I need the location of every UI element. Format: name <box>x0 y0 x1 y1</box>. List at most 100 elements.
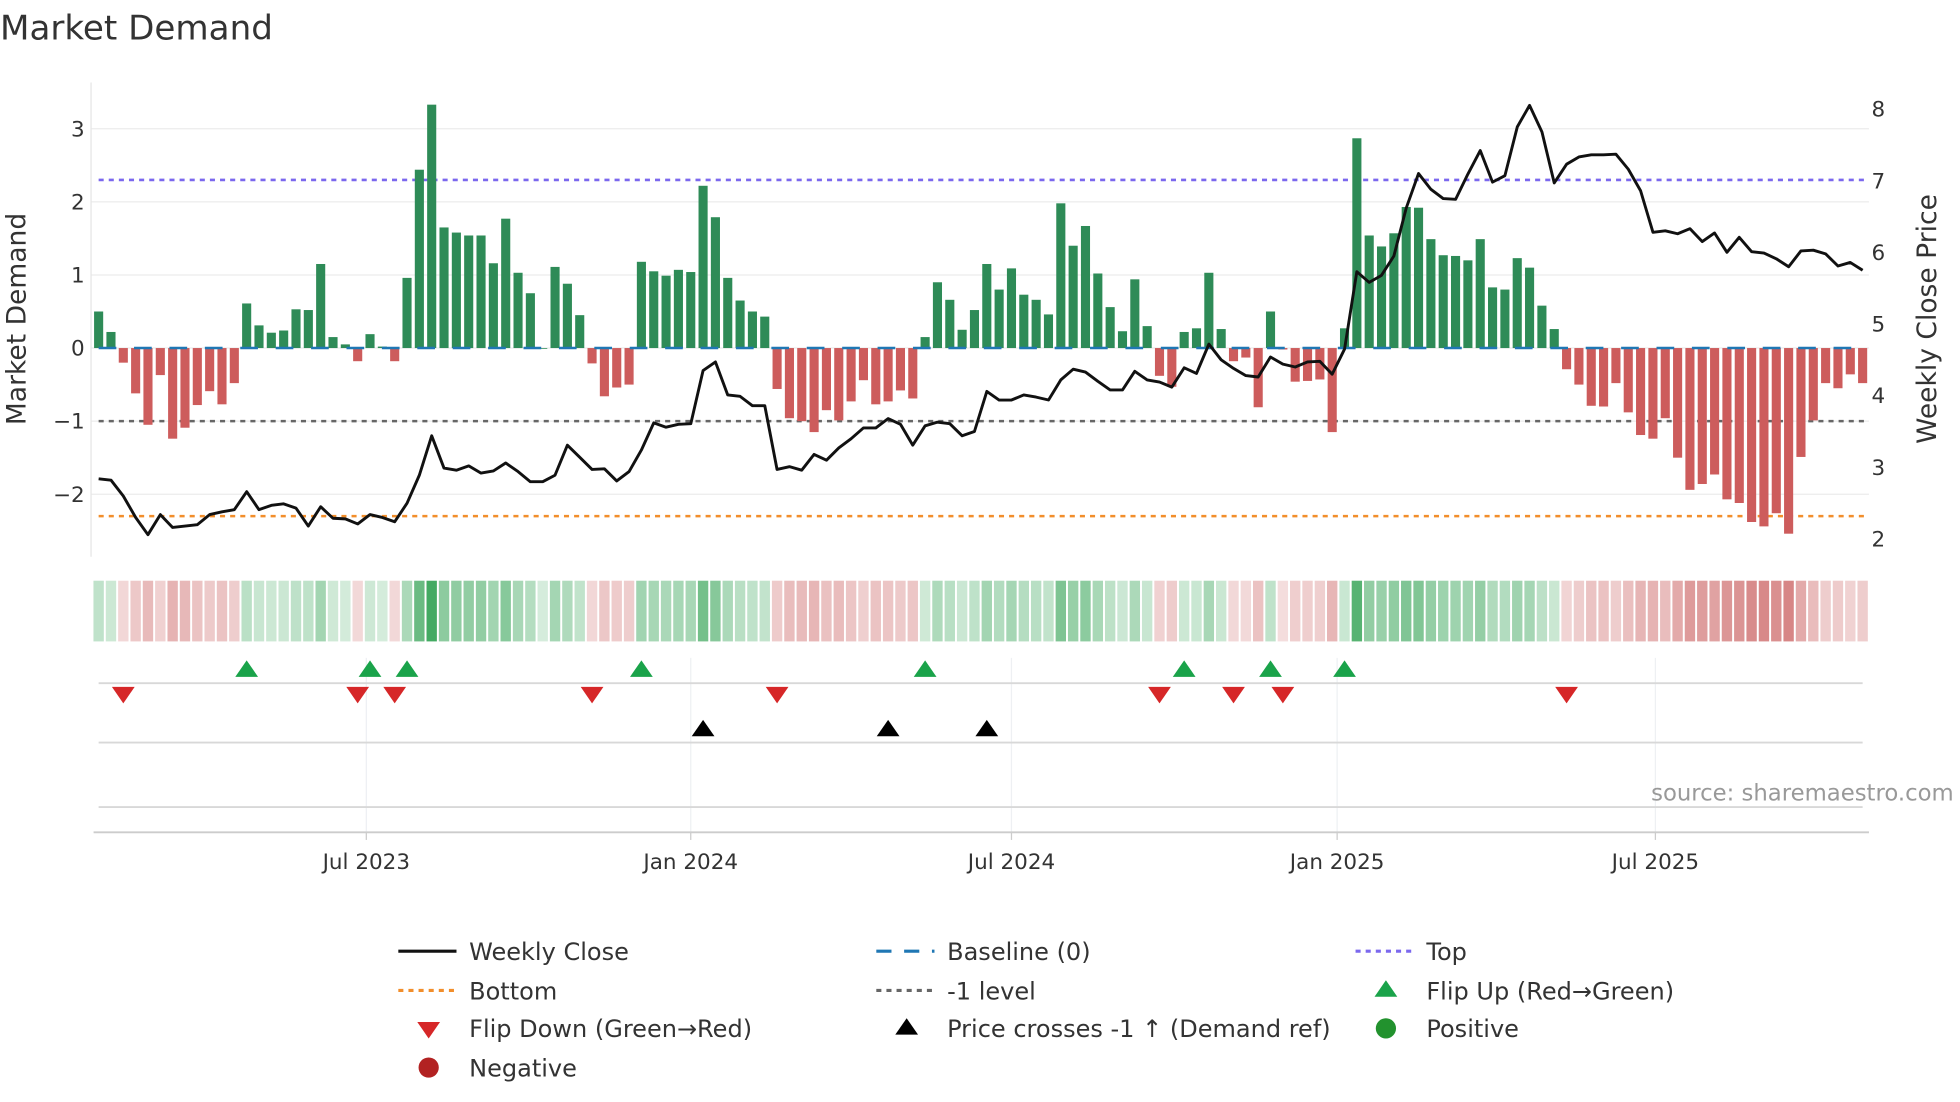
demand-bar <box>809 348 819 433</box>
heat-cell <box>1438 580 1449 642</box>
heat-cell <box>895 580 906 642</box>
heat-cell <box>870 580 881 642</box>
legend-label: Positive <box>1426 1015 1519 1043</box>
price-cross-marker <box>876 719 900 737</box>
heat-cell <box>1055 580 1066 642</box>
heat-cell <box>1117 580 1128 642</box>
demand-bar <box>303 310 313 349</box>
flip-down-marker <box>580 686 604 704</box>
heat-cell <box>833 580 844 642</box>
legend-item: Bottom <box>398 977 557 1005</box>
legend-item: Flip Down (Green→Red) <box>417 1015 752 1043</box>
demand-bar <box>932 282 943 349</box>
heat-cell <box>599 580 610 642</box>
heat-cell <box>463 580 474 642</box>
demand-bar <box>1241 348 1251 358</box>
demand-bar <box>846 348 856 402</box>
heat-cell <box>1610 580 1622 642</box>
heat-cell <box>1734 580 1745 642</box>
demand-bar <box>1623 348 1633 413</box>
legend-item: Positive <box>1375 1015 1519 1043</box>
legend-label: -1 level <box>947 977 1036 1005</box>
flip-down-marker <box>1148 686 1171 704</box>
heat-cell <box>648 580 659 642</box>
demand-bar <box>1142 326 1152 349</box>
heat-cell <box>278 580 289 642</box>
flip-down-marker <box>346 686 370 704</box>
heat-cell <box>352 580 363 642</box>
demand-bar <box>143 348 153 425</box>
heat-cell <box>969 580 980 642</box>
heat-cell <box>1475 580 1486 642</box>
demand-bar <box>1475 239 1485 349</box>
heat-cell <box>451 580 462 642</box>
demand-bar <box>1352 138 1362 349</box>
price-cross-marker <box>975 719 999 737</box>
heat-cell <box>364 580 376 642</box>
heat-cell <box>179 580 191 642</box>
demand-bar <box>772 348 782 389</box>
reference-lines <box>98 178 1869 518</box>
demand-bar <box>316 263 326 349</box>
heat-cell <box>993 580 1005 642</box>
heat-cell <box>118 580 129 642</box>
heat-cell <box>1413 580 1424 642</box>
demand-bar <box>698 185 708 349</box>
heat-cell <box>512 580 524 642</box>
heat-cell <box>1771 580 1782 642</box>
demand-bar <box>747 311 757 349</box>
demand-bar <box>1105 307 1115 349</box>
heat-cell <box>93 580 104 642</box>
demand-bar <box>402 277 412 349</box>
demand-bar <box>291 309 301 349</box>
demand-bar <box>1364 235 1374 349</box>
heat-cell <box>1253 580 1264 642</box>
flip-up-marker <box>235 660 259 677</box>
heat-cell <box>981 580 992 642</box>
heat-cell <box>944 580 955 642</box>
demand-bar <box>871 348 881 405</box>
heat-cell <box>1721 580 1733 642</box>
demand-bar <box>1426 239 1436 349</box>
demand-bar <box>1488 287 1498 349</box>
demand-bar <box>784 348 794 419</box>
demand-bar <box>1537 305 1547 349</box>
legend-triangle-up-icon <box>895 1018 919 1035</box>
heat-cell <box>1586 580 1597 642</box>
legend-label: Flip Down (Green→Red) <box>469 1015 752 1043</box>
heat-cell <box>1277 580 1289 642</box>
heat-cell <box>1512 580 1523 642</box>
x-tick-label: Jan 2025 <box>1288 850 1385 875</box>
demand-bar <box>464 235 474 349</box>
legend-triangle-up-icon <box>1374 980 1398 997</box>
legend-item: Baseline (0) <box>876 938 1091 966</box>
demand-bar <box>1228 348 1239 362</box>
demand-bar <box>735 300 745 349</box>
legend-label: Negative <box>469 1054 577 1082</box>
heat-cell <box>327 580 339 642</box>
legend-label: Flip Up (Red→Green) <box>1426 977 1674 1005</box>
demand-bar <box>1599 348 1609 407</box>
demand-bar <box>488 263 498 349</box>
demand-bar <box>1574 348 1584 385</box>
heat-cell <box>1573 580 1585 642</box>
demand-bar <box>587 348 597 364</box>
heat-cell <box>1178 580 1190 642</box>
axis-ticks: 3 2 1 0 −1 −2 8 7 6 5 4 3 2 <box>53 98 1885 553</box>
demand-bar <box>562 283 572 349</box>
demand-bar <box>1734 348 1744 503</box>
heat-cell <box>956 580 968 642</box>
heat-cell <box>1339 580 1350 642</box>
demand-bar <box>1031 299 1041 349</box>
heat-cell <box>586 580 598 642</box>
demand-bar <box>155 348 165 376</box>
demand-bar <box>982 263 992 349</box>
flip-down-marker <box>383 686 407 704</box>
legend: Weekly Close Baseline (0) Top Bottom -1 leve… <box>398 938 1674 1082</box>
heat-cell <box>241 580 252 642</box>
heat-cell <box>1660 580 1671 642</box>
heat-cell <box>1647 580 1659 642</box>
y-tick-label: 2 <box>71 190 85 215</box>
x-tick-label: Jul 2025 <box>1610 850 1699 875</box>
